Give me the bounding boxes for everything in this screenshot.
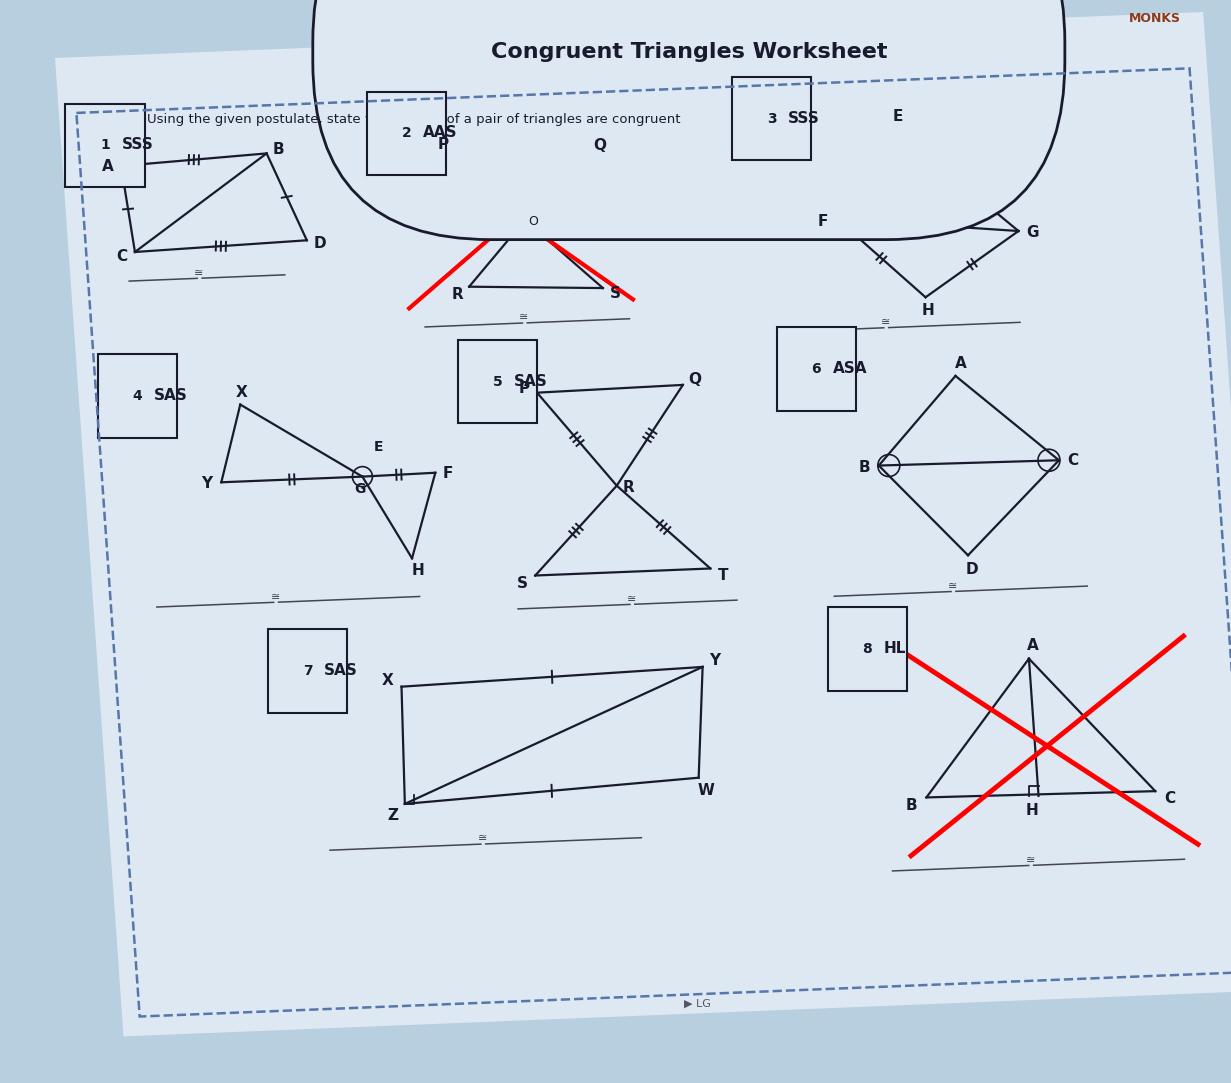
Text: C: C bbox=[1163, 791, 1176, 806]
Text: R: R bbox=[623, 480, 634, 495]
Text: SSS: SSS bbox=[122, 138, 154, 153]
Text: Y: Y bbox=[709, 653, 720, 668]
Text: G: G bbox=[355, 482, 366, 496]
Text: D: D bbox=[314, 236, 326, 251]
Text: Z: Z bbox=[388, 808, 399, 823]
Polygon shape bbox=[55, 12, 1231, 1036]
Text: E: E bbox=[374, 440, 384, 454]
Text: Q: Q bbox=[688, 373, 702, 387]
Text: ≅: ≅ bbox=[948, 580, 958, 590]
Text: ≅: ≅ bbox=[880, 317, 890, 327]
Text: E: E bbox=[892, 109, 904, 125]
Text: W: W bbox=[698, 783, 715, 798]
Text: D: D bbox=[965, 562, 979, 577]
Text: X: X bbox=[382, 673, 393, 688]
Text: F: F bbox=[817, 214, 828, 229]
Text: SAS: SAS bbox=[154, 388, 187, 403]
Text: B: B bbox=[858, 459, 870, 474]
Text: 5: 5 bbox=[492, 375, 502, 389]
Text: P: P bbox=[518, 381, 529, 396]
Text: H: H bbox=[1025, 803, 1038, 818]
Text: O: O bbox=[528, 216, 538, 229]
Text: Using the given postulate, state which parts of a pair of triangles are congruen: Using the given postulate, state which p… bbox=[148, 114, 681, 127]
Text: 2: 2 bbox=[401, 127, 411, 141]
Text: ≅: ≅ bbox=[519, 312, 528, 323]
Text: H: H bbox=[411, 563, 425, 578]
Text: Y: Y bbox=[201, 477, 213, 492]
Text: 4: 4 bbox=[133, 389, 142, 403]
Text: B: B bbox=[906, 798, 917, 813]
Text: SAS: SAS bbox=[324, 663, 358, 678]
Text: ASA: ASA bbox=[833, 361, 868, 376]
Text: AAS: AAS bbox=[423, 126, 458, 140]
Text: S: S bbox=[517, 576, 528, 591]
Text: X: X bbox=[235, 384, 247, 400]
Text: R: R bbox=[452, 287, 464, 302]
Text: A: A bbox=[102, 159, 113, 174]
Text: ≅: ≅ bbox=[271, 591, 279, 601]
Text: ≅: ≅ bbox=[478, 833, 487, 844]
Text: A: A bbox=[1027, 639, 1039, 653]
Text: SAS: SAS bbox=[513, 374, 548, 389]
Text: 7: 7 bbox=[303, 664, 313, 678]
Text: C: C bbox=[116, 249, 127, 264]
Text: P: P bbox=[438, 136, 449, 152]
Text: Congruent Triangles Worksheet: Congruent Triangles Worksheet bbox=[491, 42, 888, 62]
Text: G: G bbox=[1025, 225, 1039, 240]
Text: MONKS: MONKS bbox=[1129, 12, 1181, 25]
Text: H: H bbox=[922, 303, 934, 318]
Text: 8: 8 bbox=[863, 642, 872, 656]
Text: HL: HL bbox=[884, 641, 906, 655]
Text: ▶ LG: ▶ LG bbox=[683, 999, 710, 1009]
Text: T: T bbox=[719, 569, 729, 583]
Text: F: F bbox=[443, 466, 453, 481]
Text: ≅: ≅ bbox=[194, 268, 203, 277]
Text: SSS: SSS bbox=[788, 110, 820, 126]
Text: A: A bbox=[954, 355, 966, 370]
Text: ≅: ≅ bbox=[1025, 854, 1035, 864]
Text: B: B bbox=[272, 142, 284, 157]
Text: ≅: ≅ bbox=[627, 593, 636, 603]
Text: Q: Q bbox=[593, 139, 607, 154]
Text: C: C bbox=[1067, 453, 1078, 468]
Text: 3: 3 bbox=[767, 112, 777, 126]
Text: 6: 6 bbox=[811, 362, 821, 376]
Text: 1: 1 bbox=[100, 139, 110, 153]
Text: S: S bbox=[609, 286, 620, 301]
